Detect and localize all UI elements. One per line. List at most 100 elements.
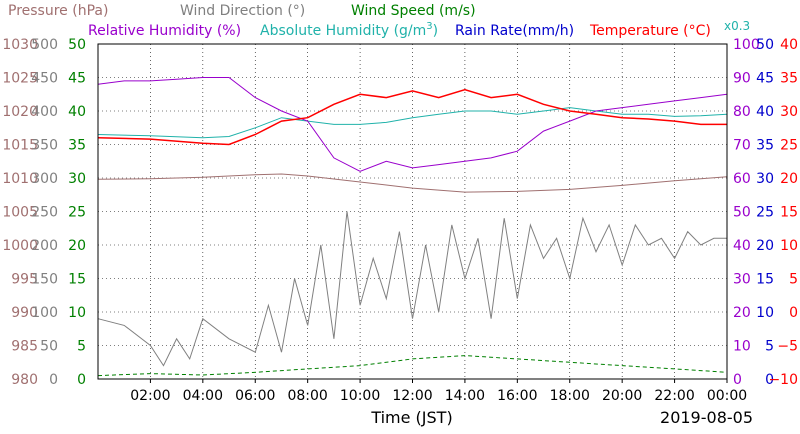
tick-label-temperature: 15 xyxy=(780,205,798,221)
legend-pressure: Pressure (hPa) xyxy=(8,3,108,19)
tick-label-pressure: 990 xyxy=(11,305,38,321)
legend-scale-note: x0.3 xyxy=(724,19,750,33)
tick-label-wind-speed: 35 xyxy=(68,138,86,154)
tick-label-wind-speed: 45 xyxy=(68,71,86,87)
series-line-absolute-humidity xyxy=(97,107,728,139)
tick-label-rain-rate: 45 xyxy=(756,71,774,87)
tick-label-rain-rate: 25 xyxy=(756,205,774,221)
tick-label-wind-speed: 5 xyxy=(77,339,86,355)
tick-label-rain-rate: 50 xyxy=(756,37,774,53)
tick-label-temperature: 40 xyxy=(780,37,798,53)
tick-label-pressure: 1005 xyxy=(2,205,38,221)
grid xyxy=(98,44,727,379)
tick-label-wind-speed: 25 xyxy=(68,205,86,221)
tick-label-wind-direction: 0 xyxy=(49,372,58,388)
tick-label-pressure: 1000 xyxy=(2,238,38,254)
tick-label-relative-humidity: 60 xyxy=(733,171,751,187)
x-axis: 02:00 04:00 06:00 08:00 10:00 12:00 14:00 16:00… xyxy=(130,379,747,404)
tick-label-rain-rate: 20 xyxy=(756,238,774,254)
tick-label-wind-direction: 150 xyxy=(31,272,58,288)
tick-label-rain-rate: 35 xyxy=(756,138,774,154)
tick-label-wind-direction: 350 xyxy=(31,138,58,154)
tick-label-relative-humidity: 30 xyxy=(733,272,751,288)
tick-label-relative-humidity: 10 xyxy=(733,339,751,355)
tick-label-relative-humidity: 70 xyxy=(733,138,751,154)
tick-label-pressure: 1030 xyxy=(2,37,38,53)
tick-label-rain-rate: 10 xyxy=(756,305,774,321)
x-tick-label: 16:00 xyxy=(497,388,537,404)
chart-date: 2019-08-05 xyxy=(660,408,753,427)
series-layer xyxy=(97,77,728,380)
tick-label-wind-direction: 400 xyxy=(31,104,58,120)
tick-label-temperature: −5 xyxy=(777,339,798,355)
tick-label-temperature: 20 xyxy=(780,171,798,187)
tick-label-pressure: 1010 xyxy=(2,171,38,187)
left-axes: 1030102510201015101010051000995990985980… xyxy=(2,37,86,388)
tick-label-wind-speed: 30 xyxy=(68,171,86,187)
tick-label-pressure: 1025 xyxy=(2,71,38,87)
tick-label-pressure: 1020 xyxy=(2,104,38,120)
legend-absolute-humidity-sup: 3 xyxy=(426,21,432,32)
tick-label-relative-humidity: 40 xyxy=(733,238,751,254)
legend-wind-direction: Wind Direction (°) xyxy=(180,3,305,19)
x-tick-label: 04:00 xyxy=(183,388,223,404)
tick-label-relative-humidity: 100 xyxy=(733,37,760,53)
series-line-wind-speed xyxy=(97,355,728,377)
tick-label-wind-direction: 50 xyxy=(40,339,58,355)
tick-label-wind-speed: 20 xyxy=(68,238,86,254)
tick-label-temperature: 25 xyxy=(780,138,798,154)
legend-rain-rate: Rain Rate(mm/h) xyxy=(455,23,574,39)
x-tick-label: 06:00 xyxy=(235,388,275,404)
x-tick-label: 20:00 xyxy=(602,388,642,404)
tick-label-temperature: 30 xyxy=(780,104,798,120)
tick-label-wind-direction: 300 xyxy=(31,171,58,187)
x-tick-label: 08:00 xyxy=(287,388,327,404)
series-line-pressure xyxy=(97,173,728,193)
x-tick-label: 12:00 xyxy=(392,388,432,404)
right-axes: 1009080706050403020100504540353025201510… xyxy=(733,37,798,388)
legend-temperature: Temperature (°C) xyxy=(589,23,711,39)
tick-label-wind-speed: 0 xyxy=(77,372,86,388)
tick-label-wind-direction: 450 xyxy=(31,71,58,87)
tick-label-rain-rate: 40 xyxy=(756,104,774,120)
tick-label-wind-speed: 40 xyxy=(68,104,86,120)
tick-label-wind-speed: 10 xyxy=(68,305,86,321)
x-tick-label: 14:00 xyxy=(445,388,485,404)
x-tick-label: 22:00 xyxy=(654,388,694,404)
x-axis-label: Time (JST) xyxy=(370,408,452,427)
x-tick-label: 02:00 xyxy=(130,388,170,404)
tick-label-wind-speed: 15 xyxy=(68,272,86,288)
x-tick-label: 10:00 xyxy=(340,388,380,404)
tick-label-wind-direction: 500 xyxy=(31,37,58,53)
tick-label-rain-rate: 5 xyxy=(765,339,774,355)
x-tick-label: 00:00 xyxy=(707,388,747,404)
tick-label-relative-humidity: 80 xyxy=(733,104,751,120)
tick-label-temperature: 10 xyxy=(780,238,798,254)
tick-label-rain-rate: 0 xyxy=(765,372,774,388)
legend-absolute-humidity-text: Absolute Humidity (g/m xyxy=(260,23,426,39)
tick-label-rain-rate: 15 xyxy=(756,272,774,288)
tick-label-rain-rate: 30 xyxy=(756,171,774,187)
tick-label-wind-direction: 100 xyxy=(31,305,58,321)
tick-label-temperature: −10 xyxy=(768,372,798,388)
tick-label-pressure: 980 xyxy=(11,372,38,388)
legend-absolute-humidity: Absolute Humidity (g/m3) xyxy=(260,21,438,39)
tick-label-relative-humidity: 0 xyxy=(733,372,742,388)
series-line-temperature xyxy=(97,88,727,146)
tick-label-temperature: 0 xyxy=(789,305,798,321)
legend-relative-humidity: Relative Humidity (%) xyxy=(88,23,241,39)
legend-wind-speed: Wind Speed (m/s) xyxy=(351,3,476,19)
tick-label-relative-humidity: 90 xyxy=(733,71,751,87)
tick-label-temperature: 5 xyxy=(789,272,798,288)
x-tick-label: 18:00 xyxy=(550,388,590,404)
legend-absolute-humidity-close: ) xyxy=(433,23,438,39)
tick-label-relative-humidity: 50 xyxy=(733,205,751,221)
tick-label-pressure: 985 xyxy=(11,339,38,355)
tick-label-pressure: 995 xyxy=(11,272,38,288)
tick-label-wind-speed: 50 xyxy=(68,37,86,53)
series-line-relative-humidity xyxy=(97,77,728,172)
tick-label-wind-direction: 200 xyxy=(31,238,58,254)
tick-label-pressure: 1015 xyxy=(2,138,38,154)
series-line-wind-direction xyxy=(97,211,727,367)
